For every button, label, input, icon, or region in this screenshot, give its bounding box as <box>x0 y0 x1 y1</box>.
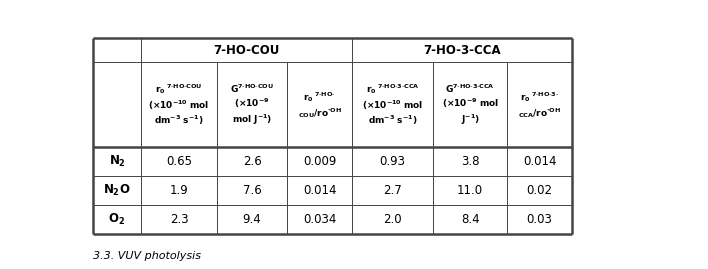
Text: 3.8: 3.8 <box>461 155 479 168</box>
Text: 0.034: 0.034 <box>303 213 336 226</box>
Text: 0.93: 0.93 <box>379 155 406 168</box>
Text: 0.014: 0.014 <box>303 184 336 197</box>
Text: 2.6: 2.6 <box>243 155 261 168</box>
Text: 7-HO-COU: 7-HO-COU <box>213 44 280 57</box>
Text: $\mathbf{G}^{\mathbf{7\text{-}HO\text{-}3\text{-}CCA}}$
$\mathbf{(\times10^{-9}}: $\mathbf{G}^{\mathbf{7\text{-}HO\text{-}… <box>442 83 498 127</box>
Text: 7.6: 7.6 <box>243 184 261 197</box>
Text: 0.014: 0.014 <box>523 155 556 168</box>
Text: 9.4: 9.4 <box>243 213 261 226</box>
Text: $\mathbf{O_2}$: $\mathbf{O_2}$ <box>108 212 125 227</box>
Text: 3.3. VUV photolysis: 3.3. VUV photolysis <box>93 251 201 261</box>
Text: $\mathbf{r_0}^{\mathbf{\ 7\text{-}HO\text{-}3\text{-}}}$
$\mathbf{_{CCA}/ro^{\bu: $\mathbf{r_0}^{\mathbf{\ 7\text{-}HO\tex… <box>518 90 561 120</box>
Text: $\mathbf{r_0}^{\mathbf{\ 7\text{-}HO\text{-}3\text{-}CCA}}$
$\mathbf{(\times10^{: $\mathbf{r_0}^{\mathbf{\ 7\text{-}HO\tex… <box>362 82 423 127</box>
Text: 8.4: 8.4 <box>461 213 479 226</box>
Text: $\mathbf{r_0}^{\mathbf{\ 7\text{-}HO\text{-}COU}}$
$\mathbf{(\times10^{-10}}$ $\: $\mathbf{r_0}^{\mathbf{\ 7\text{-}HO\tex… <box>149 82 210 127</box>
Text: 2.3: 2.3 <box>170 213 188 226</box>
Text: 1.9: 1.9 <box>170 184 188 197</box>
Text: $\mathbf{N_2}$: $\mathbf{N_2}$ <box>108 154 125 169</box>
Text: 11.0: 11.0 <box>457 184 483 197</box>
Text: 0.02: 0.02 <box>527 184 552 197</box>
Text: 0.65: 0.65 <box>166 155 192 168</box>
Text: 0.03: 0.03 <box>527 213 552 226</box>
Text: $\mathbf{N_2O}$: $\mathbf{N_2O}$ <box>103 183 131 198</box>
Text: $\mathbf{r_0}^{\mathbf{\ 7\text{-}HO\text{-}}}$
$\mathbf{_{COU}/ro^{\bullet OH}}: $\mathbf{r_0}^{\mathbf{\ 7\text{-}HO\tex… <box>297 90 341 120</box>
Text: 0.009: 0.009 <box>303 155 336 168</box>
Text: 2.7: 2.7 <box>383 184 402 197</box>
Text: 7-HO-3-CCA: 7-HO-3-CCA <box>423 44 501 57</box>
Text: $\mathbf{G}^{\mathbf{7\text{-}HO\text{-}COU}}$
$\mathbf{(\times10^{-9}}$
$\mathb: $\mathbf{G}^{\mathbf{7\text{-}HO\text{-}… <box>230 83 274 127</box>
Text: 2.0: 2.0 <box>383 213 402 226</box>
